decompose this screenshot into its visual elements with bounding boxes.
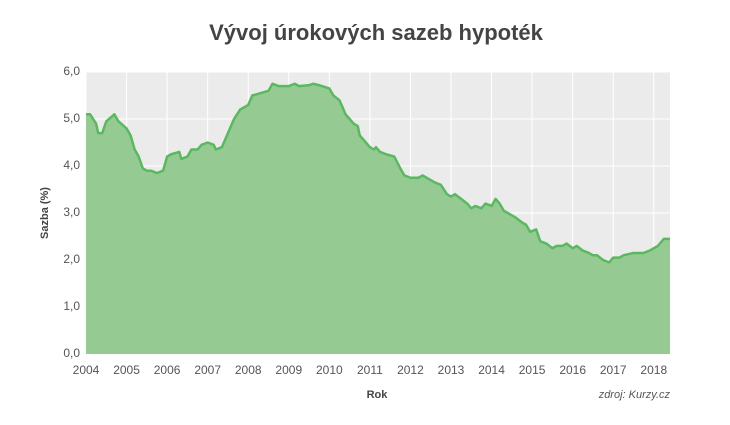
x-tick-label: 2007 bbox=[194, 363, 221, 377]
x-tick-label: 2005 bbox=[113, 363, 140, 377]
x-tick-label: 2015 bbox=[519, 363, 546, 377]
y-tick-label: 3,0 bbox=[63, 205, 80, 219]
y-tick-label: 5,0 bbox=[63, 111, 80, 125]
y-axis-label: Sazba (%) bbox=[39, 187, 51, 239]
area bbox=[86, 83, 670, 354]
x-tick-label: 2017 bbox=[600, 363, 627, 377]
y-tick-label: 0,0 bbox=[63, 346, 80, 360]
x-tick-label: 2006 bbox=[154, 363, 181, 377]
x-tick-label: 2016 bbox=[559, 363, 586, 377]
source-note: zdroj: Kurzy.cz bbox=[598, 389, 671, 401]
x-tick-label: 2018 bbox=[640, 363, 667, 377]
chart-title: Vývoj úrokových sazeb hypoték bbox=[209, 20, 544, 45]
y-tick-label: 4,0 bbox=[63, 158, 80, 172]
x-tick-label: 2014 bbox=[478, 363, 505, 377]
x-tick-label: 2004 bbox=[73, 363, 100, 377]
y-tick-label: 1,0 bbox=[63, 299, 80, 313]
x-tick-label: 2010 bbox=[316, 363, 343, 377]
x-tick-label: 2009 bbox=[275, 363, 302, 377]
x-tick-label: 2011 bbox=[357, 363, 383, 377]
x-axis-label: Rok bbox=[367, 389, 389, 401]
y-tick-label: 6,0 bbox=[63, 64, 80, 78]
line bbox=[86, 82, 670, 264]
x-tick-label: 2008 bbox=[235, 363, 262, 377]
y-tick-label: 2,0 bbox=[63, 252, 80, 266]
x-tick-label: 2013 bbox=[438, 363, 465, 377]
x-tick-label: 2012 bbox=[397, 363, 424, 377]
